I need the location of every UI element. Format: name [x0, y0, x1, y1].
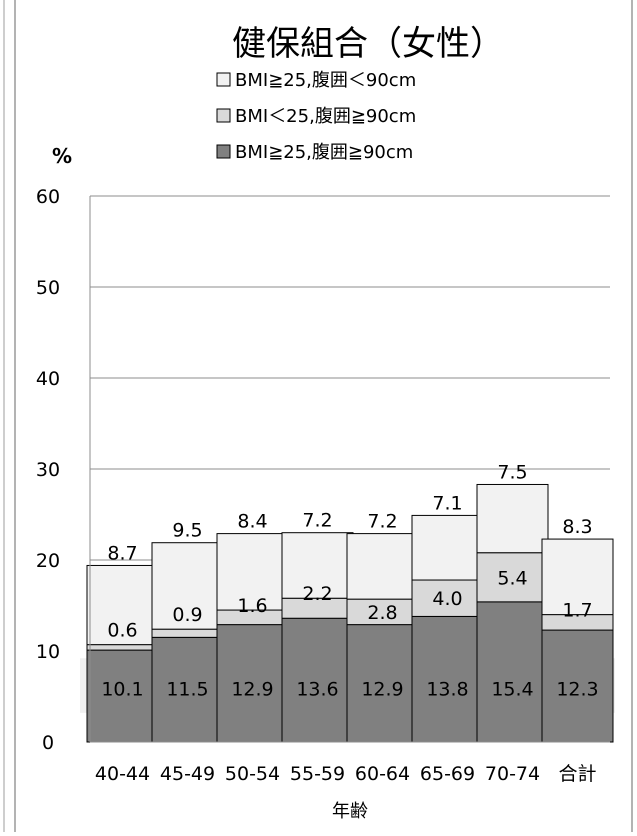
data-label: 1.7 [562, 600, 592, 622]
legend-label: BMI≧25,腹囲＜90cm [235, 70, 416, 91]
y-tick-label: 60 [36, 186, 60, 208]
legend-swatch [216, 72, 231, 87]
bar-segment [411, 615, 484, 743]
data-label: 1.6 [237, 595, 267, 617]
x-tick-label: 合計 [558, 763, 596, 785]
data-label: 5.4 [497, 567, 527, 589]
data-label: 8.4 [237, 511, 267, 533]
data-label: 12.9 [361, 678, 403, 700]
y-tick-label: 0 [42, 732, 54, 754]
data-label: 12.3 [556, 678, 598, 700]
data-label: 15.4 [491, 678, 533, 700]
y-tick-label: 50 [36, 277, 60, 299]
data-label: 0.9 [172, 604, 202, 626]
legend-label: BMI＜25,腹囲≧90cm [235, 106, 416, 127]
y-tick-label: 20 [36, 550, 60, 572]
y-tick-label: 30 [36, 459, 60, 481]
bar-segment [411, 514, 484, 581]
y-tick-labels: 0 10 20 30 40 50 60 [36, 186, 60, 754]
legend-swatch [216, 144, 231, 159]
bar-segment [541, 629, 614, 743]
bar-segment [86, 644, 159, 651]
x-tick-label: 40-44 [95, 763, 150, 785]
legend-swatch [216, 108, 231, 123]
bar-segment [216, 533, 289, 611]
legend: BMI≧25,腹囲＜90cm BMI＜25,腹囲≧90cm BMI≧25,腹囲≧90… [216, 70, 416, 163]
bar-segment [411, 579, 484, 617]
data-label: 7.1 [432, 492, 462, 514]
bar-segment [86, 649, 159, 743]
axes [89, 196, 610, 743]
data-label: 10.1 [101, 678, 143, 700]
bar-segment [346, 598, 419, 626]
data-label: 12.9 [231, 678, 273, 700]
x-tick-label: 45-49 [160, 763, 215, 785]
bars [86, 483, 614, 743]
data-label: 11.5 [166, 678, 208, 700]
bar-segment [281, 532, 354, 599]
data-label: 7.2 [302, 510, 332, 532]
y-tick-label: 40 [36, 368, 60, 390]
bar-segment [281, 617, 354, 743]
data-label: 9.5 [172, 520, 202, 542]
data-label: 0.6 [107, 620, 137, 642]
bar-segment [476, 601, 549, 743]
data-labels: 10.1 0.6 8.7 11.5 0.9 9.5 12.9 1.6 8.4 13.6 2.2 7.2… [101, 461, 598, 700]
bar-segment [216, 624, 289, 743]
bar-segment [476, 552, 549, 603]
data-label: 13.6 [296, 678, 338, 700]
y-axis-label: % [52, 144, 72, 168]
bar-segment [151, 542, 224, 630]
bar-segment [346, 533, 419, 600]
bar-segment [541, 538, 614, 616]
x-tick-label: 65-69 [420, 763, 475, 785]
data-label: 13.8 [426, 678, 468, 700]
chart-title: 健保組合（女性） [232, 24, 504, 64]
x-tick-labels: 40-44 45-49 50-54 55-59 60-64 65-69 70-74 合計 [95, 763, 597, 785]
x-tick-label: 70-74 [485, 763, 540, 785]
bar-segment [151, 628, 224, 638]
data-label: 7.5 [497, 461, 527, 483]
x-tick-label: 50-54 [225, 763, 280, 785]
y-tick-label: 10 [36, 641, 60, 663]
x-tick-label: 60-64 [355, 763, 410, 785]
data-label: 7.2 [367, 511, 397, 533]
data-label: 8.3 [562, 516, 592, 538]
data-label: 8.7 [107, 542, 137, 564]
data-label: 4.0 [432, 588, 462, 610]
data-label: 2.8 [367, 602, 397, 624]
legend-label: BMI≧25,腹囲≧90cm [235, 142, 413, 163]
bar-segment [476, 483, 549, 554]
x-tick-label: 55-59 [290, 763, 345, 785]
data-label: 2.2 [302, 583, 332, 605]
bar-segment [346, 624, 419, 743]
x-axis-label: 年齢 [332, 801, 368, 822]
